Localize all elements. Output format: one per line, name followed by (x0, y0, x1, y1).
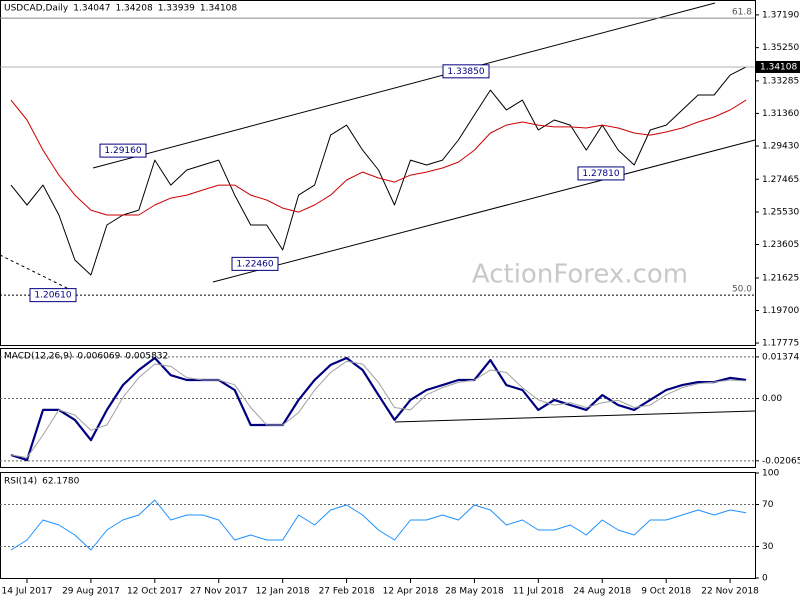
y-tick-label: -0.020652 (762, 456, 800, 466)
annotation-box (231, 256, 279, 271)
x-tick-label: 14 Jul 2017 (2, 587, 53, 597)
fib-label: 50.0 (732, 285, 752, 295)
y-tick-label: 1.17775 (762, 339, 799, 349)
y-tick-label: 1.31360 (762, 109, 799, 119)
annotation-label: 1.29160 (104, 146, 141, 156)
y-tick-label: 1.25530 (762, 207, 799, 217)
x-tick-label: 12 Apr 2018 (383, 587, 439, 597)
panel-title: USDCAD,Daily (4, 4, 69, 14)
x-tick-label: 27 Feb 2018 (319, 587, 375, 597)
y-tick-label: 1.21625 (762, 273, 799, 283)
x-tick-label: 24 Aug 2018 (573, 587, 631, 597)
y-tick-label: 1.19700 (762, 306, 799, 316)
annotation-box (99, 143, 147, 158)
series-line (10, 499, 747, 551)
y-tick-label: 100 (762, 469, 779, 479)
macd-trend-line (394, 410, 756, 423)
annotation-box (577, 166, 625, 181)
y-tick-label: 70 (762, 500, 774, 510)
x-tick-label: 27 Nov 2017 (190, 587, 248, 597)
annotation-label: 1.33850 (447, 67, 484, 77)
header-value: 62.1780 (42, 477, 79, 487)
y-tick-label: 1.29430 (762, 142, 799, 152)
y-tick-label: 0 (762, 574, 768, 584)
x-tick-label: 9 Oct 2018 (641, 587, 691, 597)
y-tick-label: 0.013745 (762, 352, 800, 362)
annotation-label: 1.20610 (34, 291, 71, 301)
trend-line (0, 254, 76, 293)
series-line (10, 99, 747, 216)
y-tick-label: 30 (762, 542, 774, 552)
annotation-label: 1.22460 (236, 259, 273, 269)
header-value: 1.34108 (200, 4, 237, 14)
annotation-box (29, 288, 77, 303)
rsi-panel (0, 472, 756, 579)
y-tick-label: 1.35250 (762, 43, 799, 53)
fib-label: 61.8 (732, 8, 752, 18)
header-value: 0.005832 (125, 352, 168, 362)
header-value: 1.34208 (115, 4, 152, 14)
x-tick-label: 11 Jul 2018 (513, 587, 564, 597)
annotation-box (442, 64, 490, 79)
main-panel (0, 0, 756, 346)
annotation-label: 1.27810 (582, 169, 619, 179)
macd-panel (0, 348, 756, 468)
panel-title: RSI(14) (4, 477, 37, 487)
x-tick-label: 28 May 2018 (445, 587, 504, 597)
channel-lower (212, 139, 756, 283)
x-tick-label: 29 Aug 2017 (62, 587, 120, 597)
channel-upper (92, 2, 716, 169)
header-value: 0.006069 (77, 352, 120, 362)
x-tick-label: 12 Oct 2017 (127, 587, 183, 597)
series-line (10, 66, 747, 276)
panel-title: MACD(12,26,9) (4, 352, 72, 362)
y-tick-label: 1.27465 (762, 175, 799, 185)
y-tick-label: 0.00 (762, 394, 782, 404)
last-price-box (756, 60, 800, 73)
y-tick-label: 1.33285 (762, 76, 799, 86)
y-tick-label: 1.37190 (762, 10, 799, 20)
header-value: 1.33939 (158, 4, 195, 14)
y-tick-label: 1.23605 (762, 240, 799, 250)
series-line (10, 356, 747, 462)
header-value: 1.34047 (73, 4, 110, 14)
x-tick-label: 12 Jan 2018 (256, 587, 310, 597)
last-price-label: 1.34108 (760, 62, 797, 72)
series-line (10, 360, 747, 459)
watermark: ActionForex.com (472, 260, 688, 290)
x-tick-label: 22 Nov 2018 (701, 587, 759, 597)
